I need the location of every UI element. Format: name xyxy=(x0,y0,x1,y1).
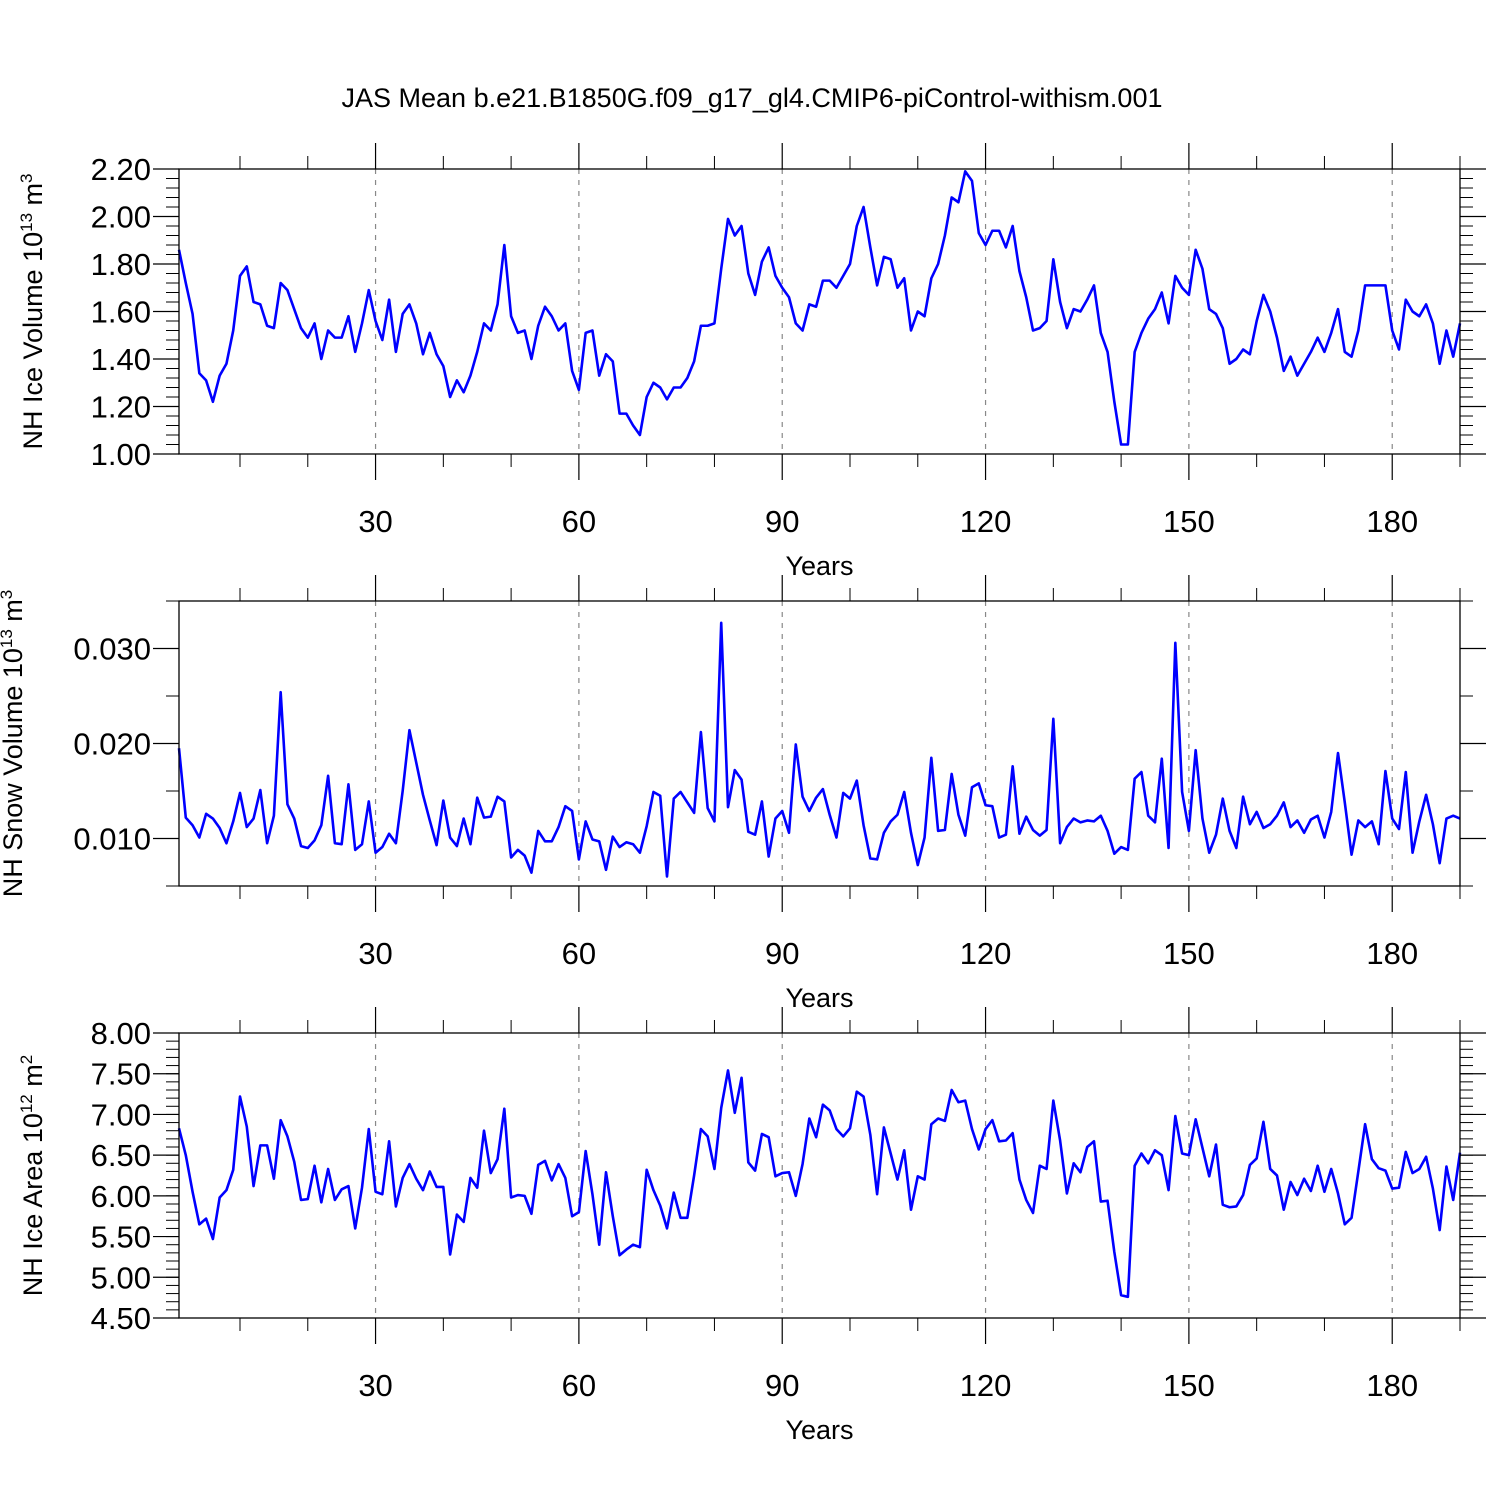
x-tick-label: 120 xyxy=(960,504,1012,539)
x-axis-label: Years xyxy=(785,551,853,581)
y-tick-label: 5.50 xyxy=(91,1220,151,1255)
series-line xyxy=(177,170,1462,446)
y-axis-label: NH Snow Volume 1013 m3 xyxy=(0,590,28,898)
y-axis-label: NH Ice Area 1012 m2 xyxy=(17,1055,48,1296)
y-tick-label: 1.60 xyxy=(91,295,151,330)
x-tick-label: 90 xyxy=(765,936,799,971)
y-tick-label: 0.010 xyxy=(73,822,151,857)
series-line xyxy=(177,1069,1462,1299)
series-line xyxy=(177,621,1461,878)
figure-title: JAS Mean b.e21.B1850G.f09_g17_gl4.CMIP6-… xyxy=(342,83,1163,113)
x-axis-label: Years xyxy=(785,983,853,1013)
y-tick-label: 1.40 xyxy=(91,342,151,377)
y-tick-label: 7.50 xyxy=(91,1057,151,1092)
x-tick-label: 90 xyxy=(765,1368,799,1403)
x-tick-label: 120 xyxy=(960,936,1012,971)
x-tick-label: 30 xyxy=(358,1368,392,1403)
plot-frame xyxy=(178,1032,1461,1319)
x-tick-label: 90 xyxy=(765,504,799,539)
x-tick-label: 60 xyxy=(562,504,596,539)
y-tick-label: 0.030 xyxy=(73,632,151,667)
chart-panel-1: 1.00 1.20 1.40 1.60 1.80 2.00 2.20 30 60 90 120 150… xyxy=(17,143,1486,581)
x-tick-label: 60 xyxy=(562,1368,596,1403)
chart-panel-3: 4.50 5.00 5.50 6.00 6.50 7.00 7.50 8.00 30 60 90 12… xyxy=(17,1007,1486,1445)
chart-panel-2: 0.010 0.020 0.030 30 60 90 120 150 180 Years NH Sn… xyxy=(0,575,1486,1013)
y-tick-label: 1.20 xyxy=(91,390,151,425)
y-tick-label: 8.00 xyxy=(91,1016,151,1051)
y-tick-label: 7.00 xyxy=(91,1097,151,1132)
x-axis-label: Years xyxy=(785,1415,853,1445)
x-tick-label: 60 xyxy=(562,936,596,971)
y-tick-label: 2.00 xyxy=(91,200,151,235)
x-tick-label: 30 xyxy=(358,504,392,539)
x-tick-label: 180 xyxy=(1366,504,1418,539)
x-tick-label: 150 xyxy=(1163,1368,1215,1403)
plot-frame xyxy=(178,600,1461,887)
x-tick-label: 180 xyxy=(1366,936,1418,971)
x-tick-label: 30 xyxy=(358,936,392,971)
y-tick-label: 6.00 xyxy=(91,1179,151,1214)
y-tick-label: 2.20 xyxy=(91,152,151,187)
y-tick-label: 1.80 xyxy=(91,247,151,282)
y-tick-label: 0.020 xyxy=(73,727,151,762)
x-tick-label: 150 xyxy=(1163,504,1215,539)
y-tick-label: 4.50 xyxy=(91,1301,151,1336)
x-tick-label: 120 xyxy=(960,1368,1012,1403)
y-tick-label: 5.00 xyxy=(91,1260,151,1295)
x-tick-label: 180 xyxy=(1366,1368,1418,1403)
plot-frame xyxy=(178,168,1461,455)
y-tick-label: 1.00 xyxy=(91,437,151,472)
y-axis-label: NH Ice Volume 1013 m3 xyxy=(17,174,48,450)
y-tick-label: 6.50 xyxy=(91,1138,151,1173)
x-tick-label: 150 xyxy=(1163,936,1215,971)
